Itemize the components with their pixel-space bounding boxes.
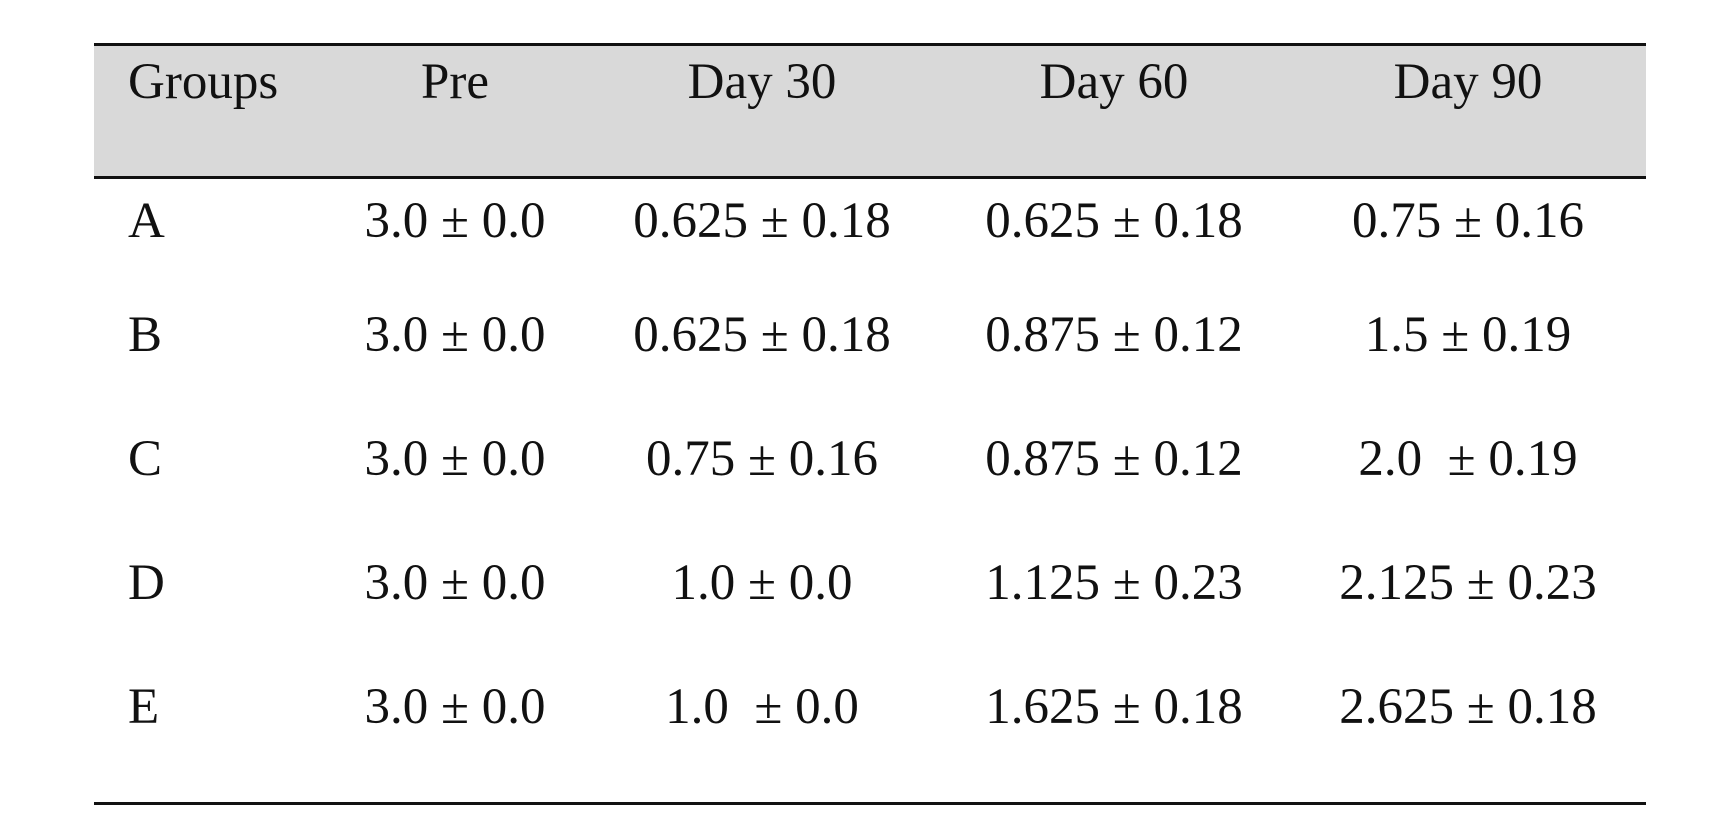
value-cell: 2.625 ± 0.18 (1290, 675, 1646, 805)
value-cell: 2.0 ± 0.19 (1358, 431, 1578, 487)
value-cell: 3.0 ± 0.0 (364, 431, 546, 487)
value-cell: 3.0 ± 0.0 (364, 307, 546, 363)
value-cell: 3.0 ± 0.0 (364, 555, 546, 611)
table-body: A 3.0 ± 0.0 0.625 ± 0.18 0.625 ± 0.18 0.… (94, 178, 1646, 805)
table-header: Groups Pre Day 30 Day 60 Day 90 (94, 43, 1646, 179)
header-row: Groups Pre Day 30 Day 60 Day 90 (94, 43, 1646, 179)
group-cell: D (128, 555, 165, 611)
group-cell: B (128, 307, 163, 363)
value-cell: 0.875 ± 0.12 (985, 431, 1243, 487)
value-cell: 0.75 ± 0.16 (1352, 193, 1584, 249)
value-cell: 3.0 ± 0.0 (324, 675, 586, 805)
value-cell: 1.0 ± 0.0 (671, 555, 853, 611)
value-cell: 1.5 ± 0.19 (1364, 307, 1572, 363)
value-cell: 2.125 ± 0.23 (1339, 555, 1597, 611)
table-row: C 3.0 ± 0.0 0.75 ± 0.16 0.875 ± 0.12 2.0… (94, 427, 1646, 551)
data-table-container: Groups Pre Day 30 Day 60 Day 90 A 3.0 ± … (94, 43, 1646, 805)
header-day-30: Day 30 (586, 43, 938, 179)
value-cell: 3.0 ± 0.0 (364, 193, 546, 249)
value-cell: 0.875 ± 0.12 (985, 307, 1243, 363)
table-row: A 3.0 ± 0.0 0.625 ± 0.18 0.625 ± 0.18 0.… (94, 178, 1646, 304)
header-day-90: Day 90 (1290, 43, 1646, 179)
value-cell: 0.625 ± 0.18 (633, 193, 891, 249)
table-row: B 3.0 ± 0.0 0.625 ± 0.18 0.875 ± 0.12 1.… (94, 303, 1646, 427)
value-cell: 0.625 ± 0.18 (633, 307, 891, 363)
group-cell: A (128, 193, 165, 249)
group-cell: C (128, 431, 163, 487)
table-row: E 3.0 ± 0.0 1.0 ± 0.0 1.625 ± 0.18 2.625… (94, 675, 1646, 805)
value-cell: 0.75 ± 0.16 (646, 431, 878, 487)
header-groups: Groups (94, 43, 324, 179)
data-table: Groups Pre Day 30 Day 60 Day 90 A 3.0 ± … (94, 43, 1646, 805)
value-cell: 0.625 ± 0.18 (985, 193, 1243, 249)
header-day-60: Day 60 (938, 43, 1290, 179)
group-cell: E (94, 675, 324, 805)
value-cell: 1.125 ± 0.23 (985, 555, 1243, 611)
header-pre: Pre (324, 43, 586, 179)
value-cell: 1.0 ± 0.0 (586, 675, 938, 805)
value-cell: 1.625 ± 0.18 (938, 675, 1290, 805)
table-row: D 3.0 ± 0.0 1.0 ± 0.0 1.125 ± 0.23 2.125… (94, 551, 1646, 675)
